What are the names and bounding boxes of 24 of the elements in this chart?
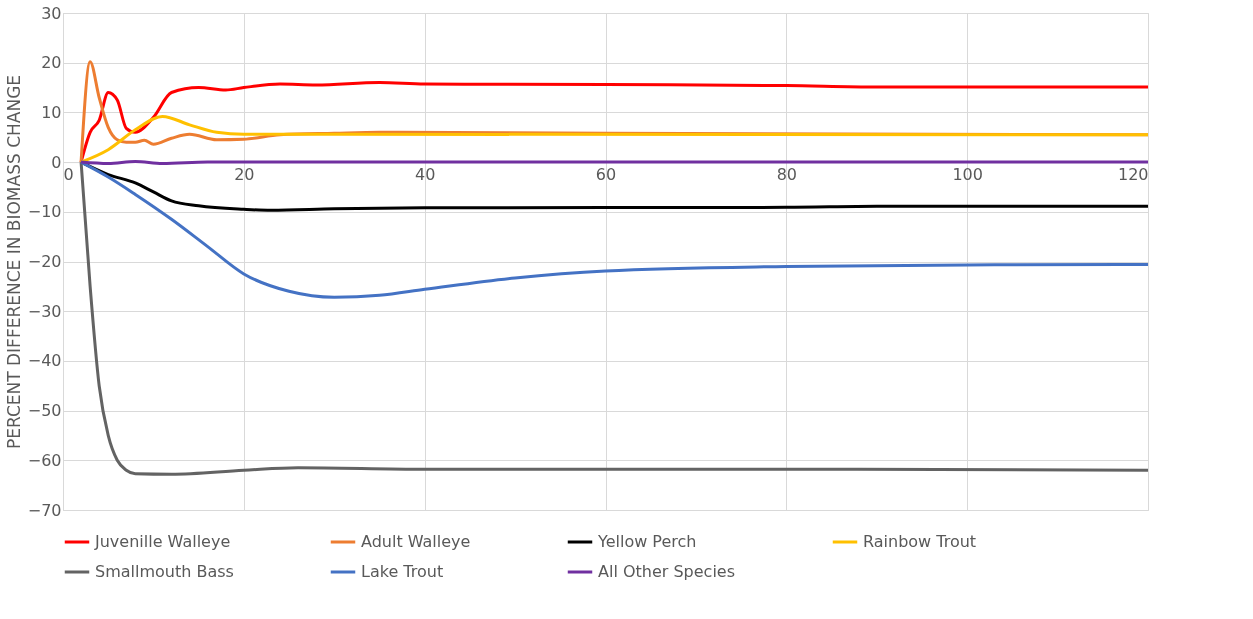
- legend-label: All Other Species: [598, 562, 736, 581]
- x-tick-label: 60: [595, 164, 617, 184]
- y-tick-label: −40: [27, 351, 62, 371]
- legend-label: Rainbow Trout: [863, 532, 977, 551]
- y-tick-label: −60: [27, 450, 62, 470]
- legend-label: Yellow Perch: [597, 532, 697, 551]
- y-tick-label: −20: [27, 252, 62, 271]
- x-tick-label: 120: [1117, 164, 1149, 184]
- y-tick-label: −10: [27, 202, 62, 222]
- x-tick-label: 20: [234, 164, 255, 184]
- legend-label: Smallmouth Bass: [95, 562, 234, 581]
- y-tick-label: −30: [27, 301, 62, 321]
- y-tick-label: 10: [41, 102, 62, 122]
- y-tick-label: −50: [27, 401, 62, 421]
- y-axis-title: PERCENT DIFFERENCE IN BIOMASS CHANGE: [3, 74, 24, 450]
- legend-label: Juvenille Walleye: [94, 532, 231, 551]
- x-tick-label: 80: [776, 164, 798, 184]
- legend-label: Lake Trout: [361, 562, 444, 581]
- x-tick-label: 100: [952, 164, 983, 184]
- x-tick-label: 40: [414, 164, 436, 184]
- legend-label: Adult Walleye: [361, 532, 471, 551]
- y-tick-label: 30: [41, 3, 62, 23]
- y-tick-label: −70: [27, 500, 62, 520]
- y-tick-label: 20: [41, 53, 62, 73]
